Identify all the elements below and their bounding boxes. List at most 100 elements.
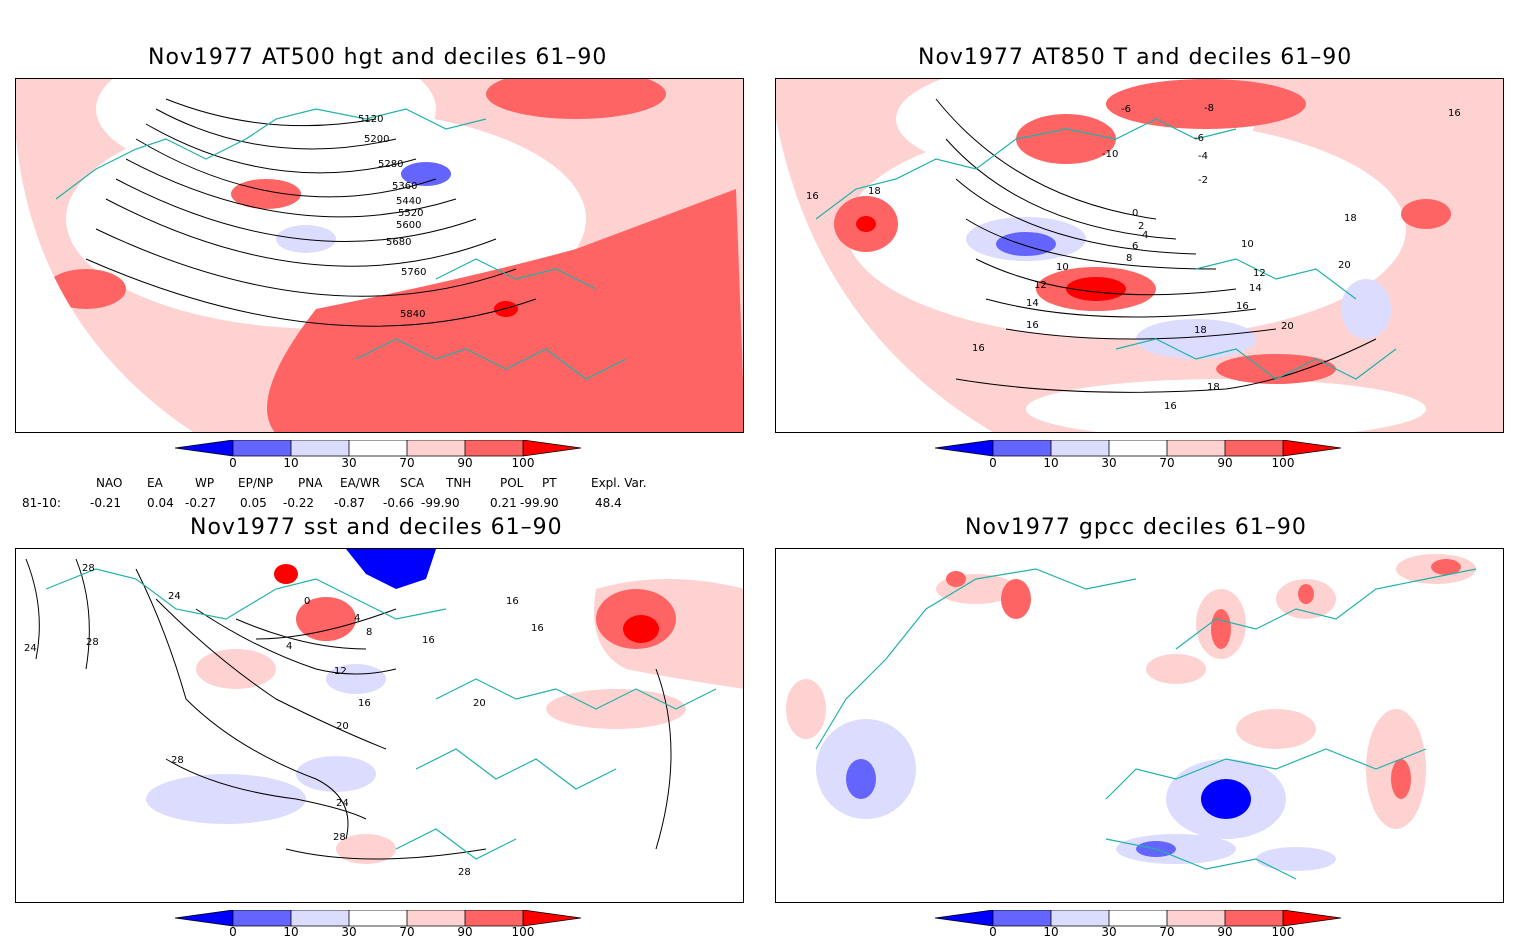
contour-label: 14 — [1026, 298, 1039, 309]
contour-label: 5600 — [396, 220, 421, 231]
colorbar-segment — [175, 440, 233, 456]
teleco-header: Expl. Var. — [591, 476, 647, 490]
colorbar-segment — [993, 910, 1051, 926]
contour-label: -8 — [1204, 103, 1214, 114]
contour-label: 5200 — [364, 134, 389, 145]
colorbar-bottom-right: 0 10 30 70 90 100 — [934, 909, 1345, 940]
colorbar-segment — [1109, 910, 1167, 926]
colorbar-swatches — [174, 439, 582, 457]
contour-label: -6 — [1194, 133, 1204, 144]
contour-label: 5840 — [400, 309, 425, 320]
colorbar-segment — [1109, 440, 1167, 456]
colorbar-segment — [175, 910, 233, 926]
colorbar-segment — [523, 440, 581, 456]
colorbar-label: 10 — [1043, 925, 1059, 939]
contour-label: 24 — [24, 643, 37, 654]
colorbar-segment — [523, 910, 581, 926]
colorbar-label: 90 — [1217, 925, 1233, 939]
contour-label: 8 — [366, 627, 372, 638]
colorbar-label: 10 — [1043, 456, 1059, 470]
teleco-value: -0.66 — [383, 496, 415, 510]
contour-label: 28 — [86, 637, 99, 648]
colorbar-segment — [291, 910, 349, 926]
colorbar-segment — [935, 910, 993, 926]
colorbar-segment — [465, 440, 523, 456]
contour-label: 20 — [1281, 321, 1294, 332]
colorbar-segment — [1283, 910, 1341, 926]
colorbar-label: 30 — [1101, 456, 1117, 470]
contour-label: 2 — [1138, 221, 1144, 232]
contour-label: 16 — [1448, 108, 1461, 119]
colorbar-label: 0 — [229, 456, 237, 470]
map-sst-canvas: 28 24 24 28 0 4 4 8 12 16 20 20 28 24 28… — [24, 549, 743, 878]
teleco-value: -0.27 — [185, 496, 217, 510]
contour-label: 12 — [334, 666, 347, 677]
colorbar-label: 0 — [989, 925, 997, 939]
height-contours — [85, 98, 537, 327]
teleco-value: 48.4 — [595, 496, 622, 510]
map-t850: 16 18 18 16 -8 -6 -4 -2 0 2 4 6 8 10 10 … — [775, 78, 1504, 433]
colorbar-segment — [1283, 440, 1341, 456]
colorbar-label: 100 — [1271, 456, 1295, 470]
colorbar-label: 70 — [1159, 456, 1175, 470]
teleco-header: PNA — [298, 476, 323, 490]
contour-label: 16 — [531, 623, 544, 634]
colorbar-label: 0 — [229, 925, 237, 939]
colorbar-label: 100 — [511, 456, 535, 470]
contour-label: 20 — [336, 721, 349, 732]
colorbar-label: 100 — [1271, 925, 1295, 939]
contour-label: 28 — [333, 832, 346, 843]
contour-label: 24 — [336, 798, 349, 809]
colorbar-label: 30 — [1101, 925, 1117, 939]
coastlines — [815, 568, 1477, 880]
teleco-value: -0.22 — [283, 496, 315, 510]
colorbar-segment — [1051, 440, 1109, 456]
colorbar-segment — [1051, 910, 1109, 926]
contour-label: 0 — [1132, 208, 1138, 219]
colorbar-segment — [407, 910, 465, 926]
colorbar-label: 90 — [1217, 456, 1233, 470]
contour-label: 28 — [82, 563, 95, 574]
colorbar-segment — [233, 910, 291, 926]
teleco-header: NAO — [96, 476, 123, 490]
contour-label: 5760 — [401, 267, 426, 278]
contour-label: 18 — [1207, 382, 1220, 393]
colorbar-segment — [349, 440, 407, 456]
panel-title-hgt500: Nov1977 AT500 hgt and deciles 61–90 — [148, 45, 608, 70]
colorbar-label: 70 — [399, 925, 415, 939]
colorbar-label: 70 — [399, 456, 415, 470]
colorbar-segment — [1167, 440, 1225, 456]
contour-label: 6 — [1132, 241, 1138, 252]
colorbar-label: 90 — [457, 456, 473, 470]
teleco-value: -99.90 — [421, 496, 460, 510]
teleco-header: EP/NP — [238, 476, 274, 490]
contour-label: 20 — [473, 698, 486, 709]
colorbar-top-left: 0 10 30 70 90 100 — [174, 439, 585, 470]
teleco-header: EA — [147, 476, 163, 490]
contour-label: -4 — [1198, 151, 1208, 162]
contour-label: 10 — [1056, 262, 1069, 273]
teleco-header: WP — [195, 476, 215, 490]
precip-deciles — [786, 554, 1476, 871]
colorbar-label: 30 — [341, 456, 357, 470]
colorbar-segment — [1225, 440, 1283, 456]
colorbar-label: 70 — [1159, 925, 1175, 939]
contour-label: 16 — [806, 191, 819, 202]
colorbar-segment — [935, 440, 993, 456]
contour-label: 28 — [171, 755, 184, 766]
colorbar-segment — [407, 440, 465, 456]
contour-label: 16 — [972, 343, 985, 354]
contour-label: -6 — [1121, 104, 1131, 115]
contour-label: 18 — [1344, 213, 1357, 224]
contour-label: 0 — [304, 596, 310, 607]
temperature-contours — [935, 98, 1377, 393]
teleco-value: -99.90 — [520, 496, 559, 510]
contour-label: 16 — [422, 635, 435, 646]
teleco-header: SCA — [400, 476, 425, 490]
teleco-header: PT — [542, 476, 557, 490]
teleco-value: -0.87 — [334, 496, 366, 510]
colorbar-label: 10 — [283, 925, 299, 939]
coastlines — [55, 108, 627, 380]
teleco-header: TNH — [446, 476, 472, 490]
contour-label: 14 — [1249, 283, 1262, 294]
